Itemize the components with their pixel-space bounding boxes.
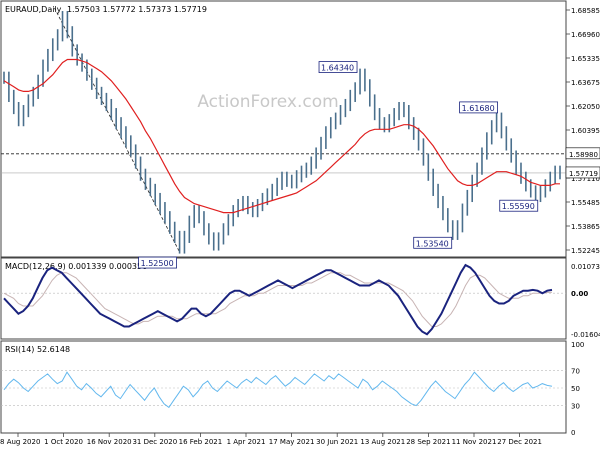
price-y-tick-label: 1.53865 [571,223,600,231]
x-tick-label: 28 Sep 2021 [406,438,450,446]
price-y-tick-label: 1.57110 [571,175,600,183]
swing-label-box [318,61,358,73]
x-tick-label: 13 Aug 2021 [360,438,405,446]
sma-line [3,58,560,214]
price-y-tick-label: 1.60395 [571,127,600,135]
x-tick-label: 30 Jun 2021 [316,438,358,446]
x-tick-label: 1 Oct 2020 [44,438,83,446]
price-y-tick-label: 1.62050 [571,103,600,111]
x-tick-label: 11 Nov 2021 [452,438,497,446]
price-panel-frame [0,0,567,258]
macd-header: MACD(12,26,9) 0.001339 0.000356 [5,262,147,271]
trend-dashed-line [54,7,180,253]
rsi-y-tick-label: 100 [571,341,584,349]
price-annotations: 1.682701.525001.643401.535401.616801.555… [138,61,539,269]
swing-label: 1.55590 [502,202,535,211]
swing-label-box [413,236,453,249]
x-axis: 18 Aug 2020 1 Oct 2020 16 Nov 2020 31 Dec 2… [0,433,542,446]
price-header: EURAUD,Daily 1.57503 1.57772 1.57373 1.5… [5,5,207,14]
swing-label-box [138,256,177,269]
macd-y-tick-label: -0.016046 [571,331,600,339]
price-y-tick-label: 1.63675 [571,79,600,87]
price-y-tick-label: 1.52245 [571,247,600,255]
price-tag-box [565,166,600,179]
rsi-line [3,371,553,409]
price-tag-box [565,147,600,160]
rsi-header: RSI(14) 52.6148 [5,345,70,354]
price-tags: 1.58980 1.57719 [565,147,600,179]
symbol-info: EURAUD,Daily [5,5,62,14]
x-tick-label: 27 Dec 2021 [497,438,542,446]
x-tick-label: 1 Apr 2021 [227,438,266,446]
x-tick-label: 16 Nov 2020 [87,438,132,446]
price-tag: 1.57719 [569,170,598,178]
price-y-axis: 1.68585 1.66960 1.65335 1.63675 1.62050 1.603… [566,7,600,255]
swing-label: 1.53540 [416,239,449,248]
swing-label: 1.61680 [462,104,495,113]
macd-y-tick-label: 0.00 [571,290,588,298]
swing-label-box [459,101,498,114]
rsi-y-axis: 100 70 50 30 0 [571,341,584,437]
price-tag: 1.58980 [569,151,598,159]
macd-y-tick-label: 0.010735 [571,263,600,271]
price-y-tick-label: 1.66960 [571,31,600,39]
price-y-tick-label: 1.68585 [571,7,600,15]
swing-label-box [499,199,539,212]
price-y-tick-label: 1.65335 [571,55,600,63]
macd-signal-line [3,272,553,327]
rsi-y-tick-label: 50 [571,385,580,393]
swing-label: 1.52500 [141,259,174,268]
macd-y-axis: 0.010735 0.00 -0.016046 [571,263,600,339]
x-tick-label: 31 Dec 2020 [132,438,177,446]
rsi-y-tick-label: 70 [571,367,580,375]
swing-label: 1.64340 [321,64,354,73]
ohlc-values: 1.57503 1.57772 1.57373 1.57719 [67,5,207,14]
price-y-tick-label: 1.55485 [571,199,600,207]
watermark-text: ActionForex.com [197,92,338,112]
x-tick-label: 16 Feb 2021 [179,438,223,446]
rsi-y-tick-label: 0 [571,429,575,437]
x-tick-label: 18 Aug 2020 [0,438,40,446]
rsi-panel-frame [0,340,567,434]
rsi-y-tick-label: 30 [571,403,580,411]
macd-line [3,263,553,336]
x-tick-label: 17 May 2021 [269,438,315,446]
